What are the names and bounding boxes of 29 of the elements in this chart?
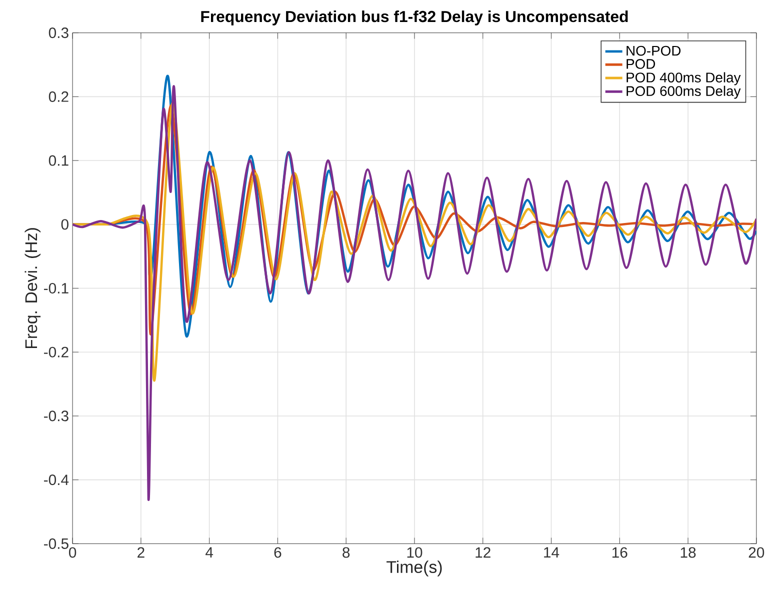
y-tick-label: -0.2: [44, 346, 68, 358]
legend-label: POD 400ms Delay: [626, 72, 741, 86]
x-tick-label: 12: [476, 547, 490, 558]
y-tick-label: 0.3: [48, 27, 68, 38]
x-tick-label: 6: [274, 547, 282, 558]
legend-label: POD: [626, 58, 656, 69]
y-tick-label: -0.3: [44, 410, 68, 422]
y-tick-label: -0.4: [44, 474, 69, 485]
y-tick-label: 0.1: [48, 155, 68, 166]
x-tick-label: 4: [206, 547, 214, 558]
x-tick-label: 10: [407, 547, 422, 558]
legend-label: NO-POD: [626, 46, 681, 56]
line-series: [72, 86, 756, 500]
line-series: [72, 102, 756, 381]
x-tick-label: 18: [680, 547, 696, 558]
x-tick-label: 8: [342, 547, 350, 558]
y-tick-label: -0.1: [44, 282, 68, 294]
x-tick-label: 2: [138, 547, 144, 558]
y-axis-title: Freq. Devi. (Hz): [24, 228, 41, 348]
x-tick-label: 14: [544, 547, 560, 558]
x-axis-title: Time(s): [386, 560, 442, 576]
legend-label: POD 600ms Delay: [626, 86, 741, 99]
x-tick-label: 20: [748, 547, 764, 558]
y-tick-label: 0: [61, 218, 68, 230]
x-tick-label: 0: [68, 547, 76, 558]
x-tick-label: 16: [612, 547, 628, 558]
y-tick-label: -0.5: [44, 538, 68, 549]
chart-title: Frequency Deviation bus f1-f32 Delay is Uncompensated: [201, 10, 628, 26]
y-tick-label: 0.2: [48, 91, 68, 102]
